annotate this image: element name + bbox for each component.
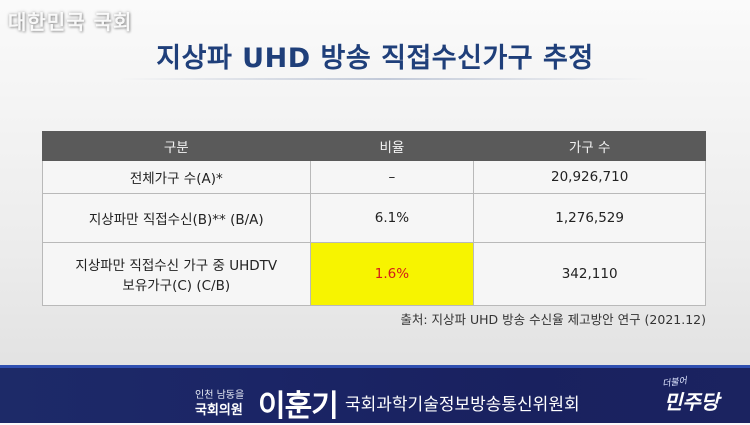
table-header-row: 구분 비율 가구 수: [42, 131, 706, 161]
row-label: 전체가구 수(A)*: [42, 160, 311, 194]
households-table: 구분 비율 가구 수 전체가구 수(A)* – 20,926,710 지상파만 …: [42, 131, 706, 306]
row-ratio-highlighted: 1.6%: [309, 242, 475, 306]
row-households: 1,276,529: [473, 193, 706, 243]
row-label-line1: 지상파만 직접수신 가구 중 UHDTV: [75, 258, 278, 274]
footer-name: 이훈기: [258, 389, 339, 424]
title-divider: [119, 78, 649, 80]
table-row: 전체가구 수(A)* – 20,926,710: [42, 160, 706, 194]
party-logo: 민주당: [664, 390, 720, 414]
slide-title: 지상파 UHD 방송 직접수신가구 추정: [156, 43, 594, 74]
row-ratio: –: [309, 160, 475, 194]
table-row: 지상파만 직접수신 가구 중 UHDTV 보유가구(C) (C/B) 1.6% …: [42, 242, 706, 306]
footer-district: 인천 남동을: [195, 390, 245, 401]
broadcast-watermark: 대한민국 국회: [8, 10, 133, 34]
row-label-line2: 보유가구(C) (C/B): [122, 278, 231, 294]
table-row: 지상파만 직접수신(B)** (B/A) 6.1% 1,276,529: [42, 193, 706, 243]
row-ratio: 6.1%: [309, 193, 475, 243]
row-households: 20,926,710: [473, 160, 706, 194]
row-label: 지상파만 직접수신 가구 중 UHDTV 보유가구(C) (C/B): [42, 242, 311, 306]
header-households: 가구 수: [473, 131, 706, 161]
footer-banner: 인천 남동을 국회의원 이훈기 국회과학기술정보방송통신위원회 더불어 민주당: [0, 365, 750, 424]
source-citation: 출처: 지상파 UHD 방송 수신율 제고방안 연구 (2021.12): [400, 312, 706, 327]
header-category: 구분: [42, 131, 311, 161]
header-ratio: 비율: [309, 131, 475, 161]
footer-role: 국회의원: [195, 403, 243, 418]
row-label: 지상파만 직접수신(B)** (B/A): [42, 193, 311, 243]
row-households: 342,110: [473, 242, 706, 306]
footer-committee: 국회과학기술정보방송통신위원회: [345, 395, 580, 415]
